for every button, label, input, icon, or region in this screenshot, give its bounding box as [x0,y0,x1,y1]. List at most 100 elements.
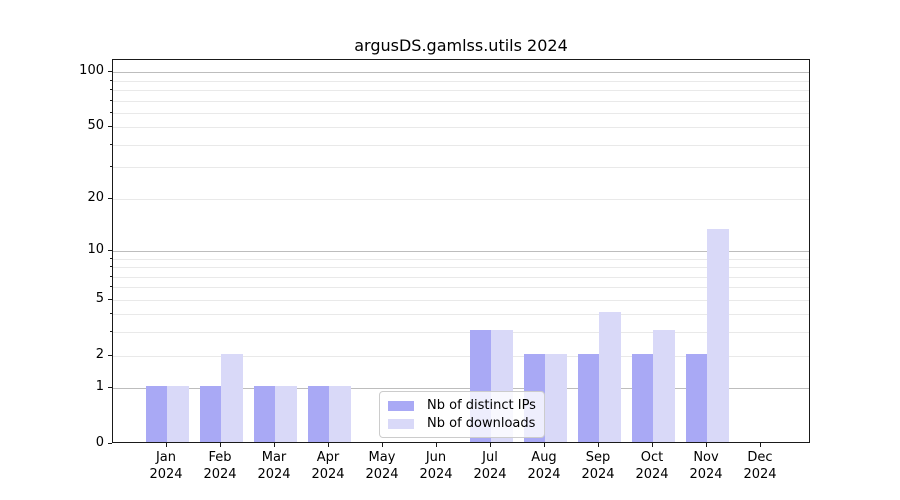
y-tick-label: 1 [95,379,104,395]
gridline-minor [113,144,809,146]
y-minor-tick-mark [109,354,112,356]
legend-swatch-downloads [388,418,414,429]
x-tick-year: 2024 [473,467,507,482]
x-tick-label: May 2024 [352,449,412,483]
y-tick-label: 10 [87,241,104,257]
x-tick-mark [328,443,329,447]
x-tick-label: Jun 2024 [406,449,466,483]
x-tick-mark [760,443,761,447]
y-minor-tick-mark [109,313,112,315]
x-tick-month: Aug [531,450,557,465]
x-tick-mark [166,443,167,447]
legend-item-downloads: Nb of downloads [388,416,536,431]
x-tick-label: Mar 2024 [244,449,304,483]
legend: Nb of distinct IPs Nb of downloads [379,391,545,438]
legend-label-distinct-ips: Nb of distinct IPs [427,398,536,413]
y-tick-mark [108,71,112,73]
bar-downloads-nov [707,229,729,442]
gridline-major [113,250,809,252]
chart-title: argusDS.gamlss.utils 2024 [354,36,568,55]
y-tick-label: 100 [79,63,104,79]
x-tick-mark [274,443,275,447]
x-tick-month: Sep [585,450,611,465]
legend-swatch-distinct-ips [388,400,414,411]
y-minor-tick-mark [109,89,112,90]
x-tick-month: Jun [425,450,447,465]
x-tick-mark [598,443,599,447]
y-minor-tick-mark [109,197,112,199]
y-tick-label: 2 [95,346,104,362]
x-tick-month: May [368,450,396,465]
x-tick-label: Dec 2024 [730,449,790,483]
y-minor-tick-mark [109,275,112,277]
bar-distinct-ips-nov [685,353,707,442]
bar-downloads-jan [167,386,189,442]
x-tick-month: Oct [640,450,664,465]
bar-downloads-aug [545,353,567,442]
x-tick-label: Feb 2024 [190,449,250,483]
x-tick-year: 2024 [527,467,561,482]
x-tick-month: Jan [155,450,177,465]
x-tick-label: Nov 2024 [676,449,736,483]
gridline-minor [113,80,809,82]
y-tick-label: 0 [95,435,104,450]
x-tick-month: Jul [482,450,498,465]
x-tick-year: 2024 [365,467,399,482]
x-tick-month: Dec [747,450,773,465]
x-tick-year: 2024 [203,467,237,482]
bar-downloads-apr [329,386,351,442]
x-tick-year: 2024 [689,467,723,482]
plot-area [112,59,810,443]
gridline-minor [113,198,809,200]
y-minor-tick-mark [109,286,112,288]
x-tick-mark [436,443,437,447]
gridline-minor [113,90,809,91]
bar-distinct-ips-mar [253,386,275,442]
gridline-minor [113,299,809,301]
y-minor-tick-mark [109,99,112,101]
y-tick-label: 5 [95,290,104,306]
x-tick-label: Oct 2024 [622,449,682,483]
x-tick-label: Jul 2024 [460,449,520,483]
legend-label-downloads: Nb of downloads [427,416,536,431]
y-minor-tick-mark [109,298,112,300]
bar-distinct-ips-oct [631,353,653,442]
y-minor-tick-mark [109,166,112,168]
x-tick-label: Jan 2024 [136,449,196,483]
gridline-minor [113,127,809,129]
gridline-minor [113,267,809,268]
y-tick-label: 20 [87,189,104,205]
x-tick-year: 2024 [743,467,777,482]
gridline-minor [113,167,809,169]
gridline-major [113,72,809,74]
gridline-minor [113,287,809,289]
x-tick-mark [382,443,383,447]
x-tick-month: Mar [261,450,287,465]
y-tick-mark [108,387,112,389]
gridline-minor [113,112,809,114]
gridline-minor [113,276,809,278]
x-tick-label: Apr 2024 [298,449,358,483]
gridline-minor [113,100,809,102]
x-tick-label: Aug 2024 [514,449,574,483]
x-tick-mark [652,443,653,447]
x-tick-mark [220,443,221,447]
x-tick-month: Feb [208,450,232,465]
y-tick-mark [108,249,112,251]
y-minor-tick-mark [109,126,112,128]
bar-distinct-ips-sep [577,353,599,442]
legend-item-distinct-ips: Nb of distinct IPs [388,398,536,413]
y-minor-tick-mark [109,331,112,333]
bar-downloads-sep [599,312,621,442]
y-tick-mark [108,443,112,444]
gridline-minor [113,355,809,357]
x-tick-year: 2024 [581,467,615,482]
x-tick-year: 2024 [311,467,345,482]
y-minor-tick-mark [109,257,112,259]
y-minor-tick-mark [109,111,112,113]
x-tick-year: 2024 [149,467,183,482]
x-tick-mark [706,443,707,447]
bar-distinct-ips-jan [145,386,167,442]
bar-downloads-oct [653,330,675,442]
